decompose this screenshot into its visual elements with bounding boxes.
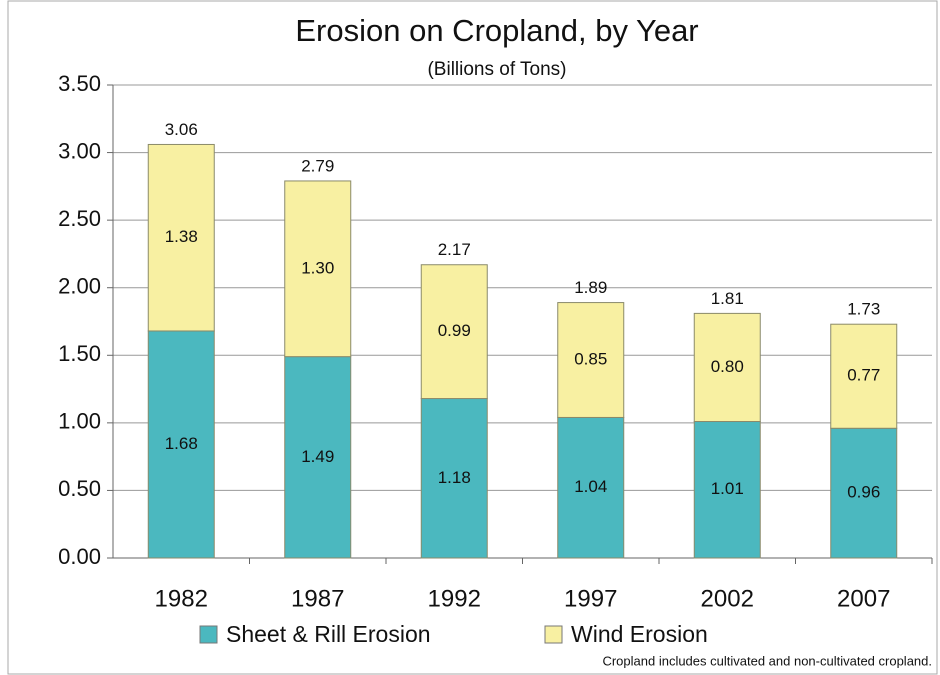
chart-subtitle: (Billions of Tons) — [427, 59, 566, 80]
legend-label: Wind Erosion — [571, 621, 708, 647]
y-tick-label: 3.50 — [58, 71, 101, 96]
bar-segment — [147, 330, 215, 559]
bar-segment — [284, 180, 352, 358]
x-tick-label: 1982 — [155, 585, 208, 612]
value-label: 0.96 — [847, 483, 880, 502]
total-label: 1.89 — [574, 278, 607, 297]
value-label: 1.04 — [574, 477, 607, 496]
bar-segment — [557, 302, 625, 418]
chart-title: Erosion on Cropland, by Year — [295, 13, 698, 48]
total-label: 1.81 — [711, 289, 744, 308]
bar-segment — [693, 312, 761, 423]
value-label: 1.49 — [301, 447, 334, 466]
bar-segment — [830, 323, 898, 429]
value-label: 0.77 — [847, 366, 880, 385]
value-label: 1.18 — [438, 468, 471, 487]
x-tick-label: 2002 — [701, 585, 754, 612]
y-tick-label: 2.50 — [58, 206, 101, 231]
legend-swatch — [199, 625, 218, 644]
y-tick-label: 1.50 — [58, 341, 101, 366]
y-tick-label: 2.00 — [58, 274, 101, 299]
y-tick-label: 3.00 — [58, 138, 101, 163]
total-label: 2.17 — [438, 240, 471, 259]
x-tick-label: 1987 — [291, 585, 344, 612]
value-label: 0.85 — [574, 350, 607, 369]
value-label: 1.01 — [711, 479, 744, 498]
total-label: 2.79 — [301, 156, 334, 175]
legend-swatch — [544, 625, 563, 644]
bar-segment — [420, 398, 488, 559]
value-label: 1.68 — [165, 434, 198, 453]
footnote: Cropland includes cultivated and non-cul… — [602, 653, 932, 668]
total-label: 3.06 — [165, 120, 198, 139]
value-label: 1.38 — [165, 227, 198, 246]
bar-segment — [693, 421, 761, 559]
total-label: 1.73 — [847, 300, 880, 319]
x-tick-label: 2007 — [837, 585, 890, 612]
bar-segment — [284, 356, 352, 559]
value-label: 0.80 — [711, 357, 744, 376]
value-label: 0.99 — [438, 321, 471, 340]
value-label: 1.30 — [301, 258, 334, 277]
y-tick-label: 1.00 — [58, 409, 101, 434]
x-tick-label: 1992 — [428, 585, 481, 612]
y-tick-label: 0.50 — [58, 476, 101, 501]
bar-segment — [147, 143, 215, 332]
legend-label: Sheet & Rill Erosion — [226, 621, 431, 647]
bar-segment — [830, 427, 898, 559]
y-tick-label: 0.00 — [58, 544, 101, 569]
bar-segment — [420, 264, 488, 400]
x-tick-label: 1997 — [564, 585, 617, 612]
